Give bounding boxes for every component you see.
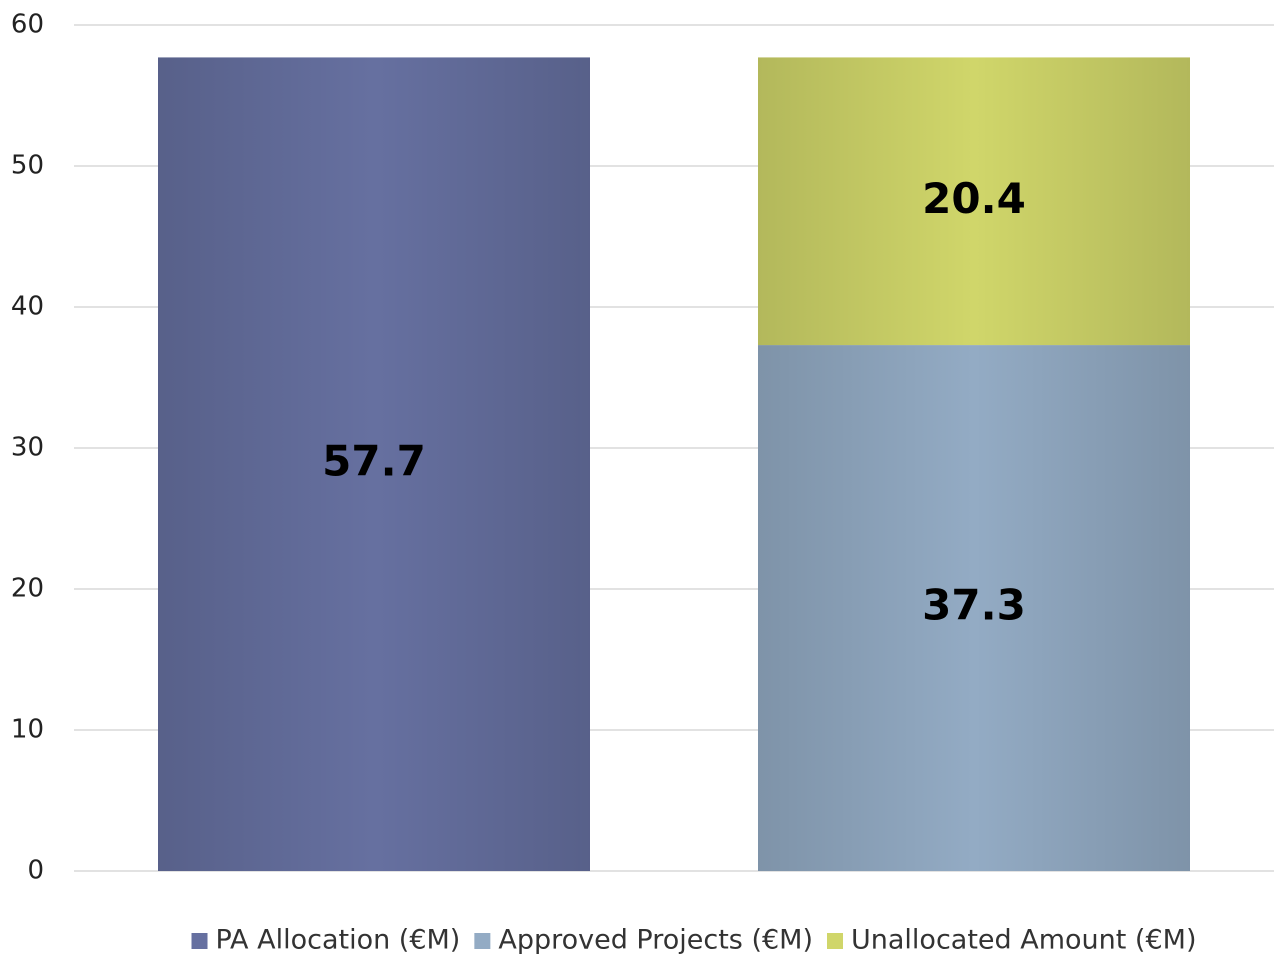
y-tick-label: 60 <box>11 10 44 40</box>
y-tick-label: 50 <box>11 151 44 181</box>
y-tick-label: 30 <box>11 433 44 463</box>
legend-label: Approved Projects (€M) <box>498 925 813 956</box>
legend-swatch <box>827 933 844 949</box>
bar-shade <box>758 57 1190 346</box>
legend-label: PA Allocation (€M) <box>216 925 461 956</box>
data-label: 37.3 <box>922 581 1026 630</box>
y-tick-label: 40 <box>11 292 44 322</box>
bar-shade <box>758 345 1190 871</box>
data-label: 57.7 <box>322 437 426 486</box>
legend-label: Unallocated Amount (€M) <box>851 925 1196 956</box>
legend-swatch <box>474 933 491 949</box>
y-tick-label: 20 <box>11 574 44 604</box>
bar-shade <box>158 57 590 872</box>
y-tick-label: 10 <box>11 715 44 745</box>
data-label: 20.4 <box>922 174 1026 223</box>
y-tick-label: 0 <box>27 856 44 886</box>
legend-swatch <box>191 933 208 949</box>
